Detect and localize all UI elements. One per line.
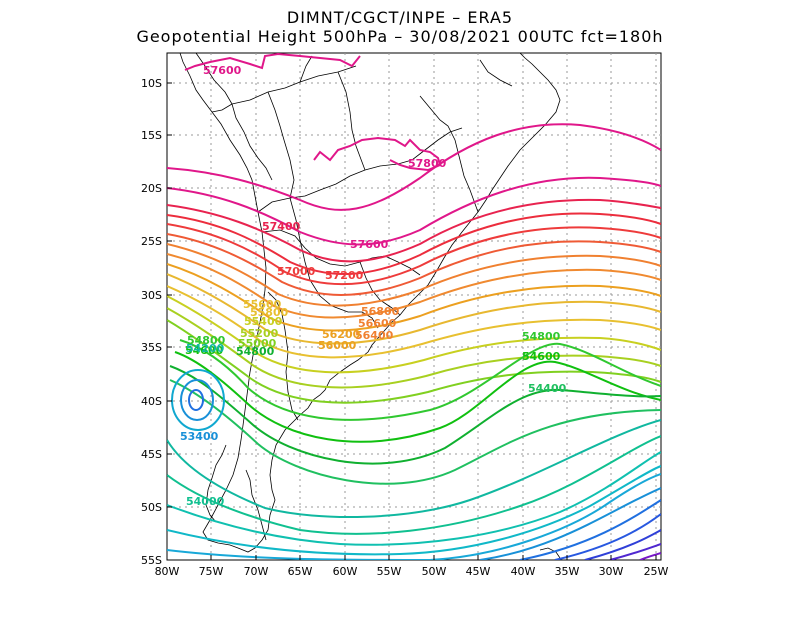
contour-label: 57400	[262, 220, 301, 233]
contour-label: 57200	[325, 269, 364, 282]
contour-label: 55200	[240, 327, 279, 340]
contour-label: 57600	[350, 238, 389, 251]
lat-tick-label: 45S	[141, 448, 162, 461]
contour-label: 55000	[238, 337, 277, 350]
lon-tick-label: 65W	[288, 565, 313, 578]
contour-label: 54600	[185, 344, 224, 357]
lat-tick-label: 40S	[141, 395, 162, 408]
contour-label: 56000	[318, 339, 357, 352]
lon-tick-label: 45W	[466, 565, 491, 578]
contour-label: 53400	[180, 430, 219, 443]
lat-tick-label: 15S	[141, 129, 162, 142]
contour-label: 54800	[236, 345, 275, 358]
map-title-line2: Geopotential Height 500hPa – 30/08/2021 …	[136, 27, 664, 46]
lat-tick-label: 20S	[141, 182, 162, 195]
contour-label: 54200	[186, 342, 225, 355]
plot-frame	[166, 52, 662, 561]
lat-tick-label: 10S	[141, 77, 162, 90]
contour-label: 57000	[277, 265, 316, 278]
contour-label: 56200	[322, 328, 361, 341]
contour-label: 57800	[408, 157, 447, 170]
lat-tick-label: 55S	[141, 554, 162, 567]
lon-tick-label: 50W	[422, 565, 447, 578]
lon-tick-label: 70W	[244, 565, 269, 578]
lon-tick-label: 35W	[555, 565, 580, 578]
lon-tick-label: 30W	[599, 565, 624, 578]
lon-tick-label: 75W	[199, 565, 224, 578]
contour-label: 55800	[250, 306, 289, 319]
height-contours	[167, 53, 661, 560]
lon-tick-label: 60W	[333, 565, 358, 578]
contour-label: 55600	[243, 298, 282, 311]
contour-label: 57600	[203, 64, 242, 77]
contour-label: 56800	[361, 305, 400, 318]
lat-tick-label: 30S	[141, 289, 162, 302]
lon-tick-label: 80W	[155, 565, 180, 578]
contour-labels: 57600 57800 57600 57400 57200 57000 5680056600…	[180, 64, 567, 508]
contour-label: 54600	[522, 350, 561, 363]
contour-label: 54400	[528, 382, 567, 395]
lat-tick-label: 50S	[141, 501, 162, 514]
lat-tick-label: 25S	[141, 235, 162, 248]
contour-label: 54800	[522, 330, 561, 343]
lon-tick-label: 40W	[511, 565, 536, 578]
contour-label: 54800	[187, 334, 226, 347]
lat-tick-label: 35S	[141, 341, 162, 354]
lon-tick-label: 55W	[377, 565, 402, 578]
map-title-line1: DIMNT/CGCT/INPE – ERA5	[286, 8, 514, 27]
contour-label: 55400	[244, 315, 283, 328]
contour-label: 56400	[355, 329, 394, 342]
contour-label: 54000	[186, 495, 225, 508]
contour-label: 56600	[358, 317, 397, 330]
coastlines	[179, 53, 561, 559]
lon-tick-label: 25W	[644, 565, 669, 578]
